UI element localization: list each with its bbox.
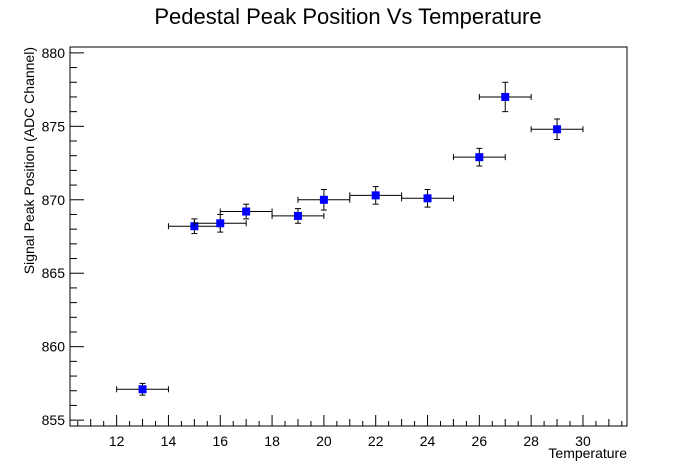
data-point — [271, 208, 325, 224]
data-point — [297, 188, 351, 211]
data-marker — [553, 125, 562, 134]
data-point — [349, 186, 403, 205]
x-axis-label: Temperature — [548, 445, 627, 461]
data-point — [401, 188, 454, 208]
x-tick-label: 14 — [161, 433, 177, 449]
data-point — [193, 213, 247, 233]
x-tick-label: 26 — [472, 433, 488, 449]
x-tick-label: 24 — [420, 433, 436, 449]
data-marker — [475, 153, 484, 162]
x-tick-label: 30 — [575, 433, 591, 449]
x-tick-label: 12 — [109, 433, 125, 449]
x-tick-label: 16 — [212, 433, 228, 449]
x-tick-label: 18 — [264, 433, 280, 449]
data-point — [219, 203, 273, 220]
data-marker — [216, 219, 225, 228]
y-tick-label: 870 — [42, 192, 66, 208]
x-tick-label: 22 — [368, 433, 384, 449]
y-tick-label: 875 — [42, 118, 66, 134]
data-marker — [293, 211, 302, 220]
data-point — [116, 382, 169, 396]
data-marker — [423, 194, 432, 203]
data-marker — [319, 195, 328, 204]
y-tick-label: 860 — [42, 339, 66, 355]
data-point — [530, 118, 584, 141]
y-tick-label: 855 — [42, 412, 66, 428]
y-axis-label: Signal Peak Position (ADC Channel) — [21, 47, 37, 274]
data-marker — [242, 207, 251, 216]
x-tick-label: 20 — [316, 433, 332, 449]
data-marker — [371, 191, 380, 200]
data-marker — [501, 92, 510, 101]
y-tick-label: 880 — [42, 45, 66, 61]
data-point — [478, 81, 532, 113]
data-marker — [138, 385, 147, 394]
chart-title: Pedestal Peak Position Vs Temperature — [154, 4, 542, 29]
x-tick-label: 28 — [523, 433, 539, 449]
plot-frame — [69, 46, 628, 427]
y-tick-label: 865 — [42, 265, 66, 281]
data-point — [452, 147, 506, 167]
